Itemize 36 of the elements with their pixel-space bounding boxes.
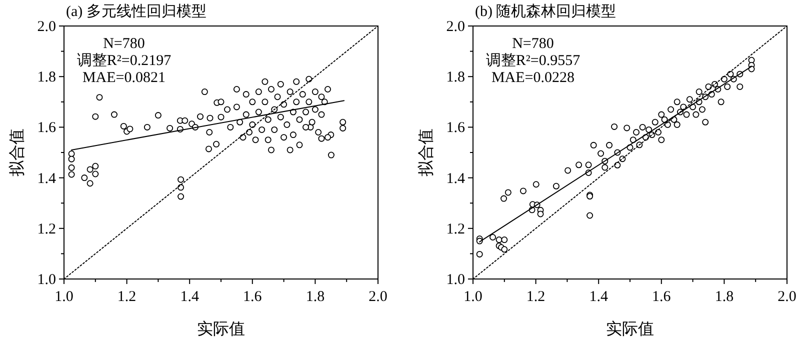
x-tick-label: 1.6 bbox=[652, 289, 672, 305]
chart-title: (b) 随机森林回归模型 bbox=[475, 3, 616, 20]
y-tick-label: 1.2 bbox=[37, 221, 56, 238]
y-tick-label: 1.0 bbox=[446, 272, 465, 288]
annotation: MAE=0.0228 bbox=[491, 70, 575, 86]
x-tick-label: 1.8 bbox=[714, 289, 734, 305]
x-tick-label: 1.2 bbox=[117, 289, 136, 305]
x-tick-label: 1.0 bbox=[464, 289, 482, 305]
y-tick-label: 1.8 bbox=[37, 70, 56, 86]
x-tick-label: 1.6 bbox=[243, 289, 262, 305]
y-tick-label: 1.6 bbox=[37, 120, 56, 136]
y-tick-label: 2.0 bbox=[446, 19, 465, 35]
y-tick-label: 1.4 bbox=[446, 170, 466, 187]
x-tick-label: 1.2 bbox=[526, 289, 546, 305]
y-tick-label: 1.4 bbox=[37, 170, 56, 187]
y-tick-label: 1.8 bbox=[446, 70, 465, 86]
x-axis-title: 实际值 bbox=[606, 320, 654, 338]
annotation: N=780 bbox=[103, 36, 145, 52]
x-tick-label: 1.8 bbox=[306, 289, 325, 305]
x-tick-label: 1.4 bbox=[180, 289, 200, 305]
annotation: 调整R²=0.2197 bbox=[76, 52, 172, 69]
y-axis-title: 拟合值 bbox=[417, 128, 435, 176]
x-tick-label: 1.4 bbox=[589, 289, 608, 305]
x-tick-label: 2.0 bbox=[368, 289, 388, 305]
annotation: 调整R²=0.9557 bbox=[486, 52, 581, 69]
y-tick-label: 1.2 bbox=[446, 221, 465, 238]
y-tick-label: 2.0 bbox=[37, 19, 56, 35]
y-axis-title: 拟合值 bbox=[8, 128, 26, 176]
annotation: N=780 bbox=[512, 36, 554, 52]
y-tick-label: 1.6 bbox=[446, 120, 466, 136]
y-tick-label: 1.0 bbox=[37, 272, 56, 288]
chart-title: (a) 多元线性回归模型 bbox=[66, 3, 206, 20]
x-tick-label: 1.0 bbox=[54, 289, 74, 305]
annotation: MAE=0.0821 bbox=[82, 70, 166, 86]
x-axis-title: 实际值 bbox=[197, 320, 245, 338]
x-tick-label: 2.0 bbox=[778, 289, 796, 305]
